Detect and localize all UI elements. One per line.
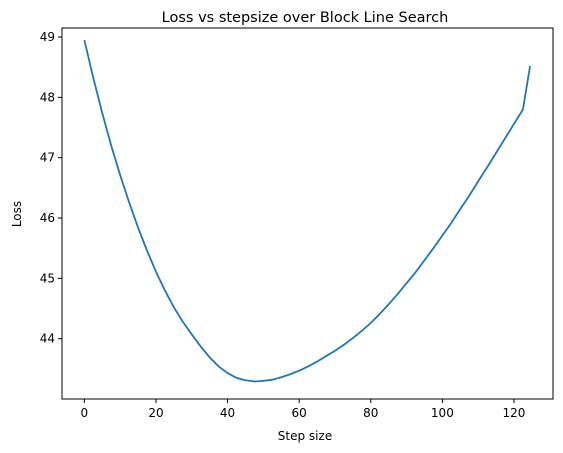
chart-title: Loss vs stepsize over Block Line Search: [162, 10, 449, 26]
y-tick-label: 48: [40, 90, 55, 104]
y-tick-label: 49: [40, 30, 55, 44]
y-axis-ticks: 44 45 46 47 48 49: [40, 30, 62, 346]
x-tick-label: 80: [363, 406, 378, 420]
x-axis-label: Step size: [278, 429, 332, 443]
y-tick-label: 46: [40, 211, 55, 225]
y-tick-label: 47: [40, 151, 55, 165]
x-tick-label: 60: [292, 406, 307, 420]
x-tick-label: 40: [220, 406, 235, 420]
x-tick-label: 120: [503, 406, 526, 420]
plot-area-frame: [61, 27, 554, 400]
y-tick-label: 44: [40, 332, 55, 346]
loss-series-line: [83, 39, 531, 383]
x-tick-label: 0: [81, 406, 89, 420]
x-tick-label: 20: [148, 406, 163, 420]
x-axis-ticks: 0 20 40 60 80 100 120: [81, 399, 526, 420]
y-tick-label: 45: [40, 271, 55, 285]
y-axis-label: Loss: [10, 201, 24, 227]
x-tick-label: 100: [431, 406, 454, 420]
